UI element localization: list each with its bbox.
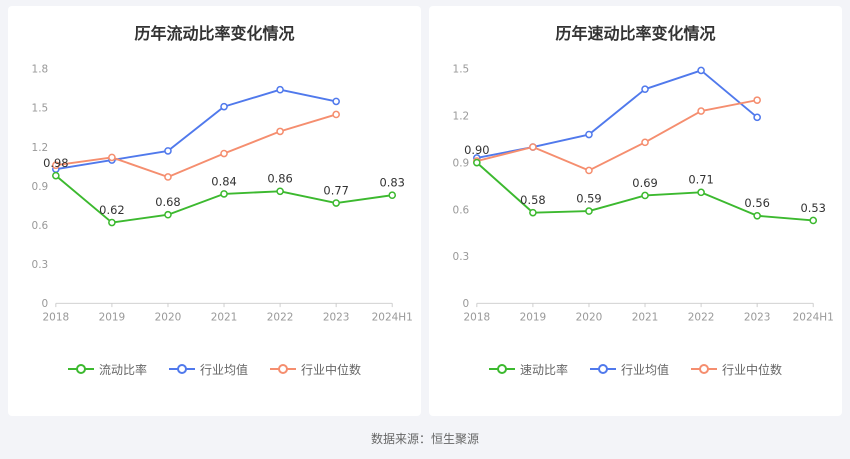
- svg-text:0.77: 0.77: [323, 183, 348, 197]
- svg-text:0.71: 0.71: [688, 173, 713, 187]
- legend-label: 行业中位数: [722, 362, 783, 377]
- chart-card-current-ratio: 历年流动比率变化情况 2018 2019 2020 2021 2022 2023 2024H…: [8, 6, 421, 416]
- charts-row: 历年流动比率变化情况 2018 2019 2020 2021 2022 2023 2024H…: [8, 6, 842, 416]
- svg-text:0.53: 0.53: [801, 201, 826, 215]
- svg-text:0.3: 0.3: [453, 251, 470, 263]
- svg-text:0.58: 0.58: [520, 193, 545, 207]
- legend-label: 行业均值: [199, 362, 248, 377]
- svg-text:0.98: 0.98: [43, 156, 68, 170]
- svg-text:0.62: 0.62: [99, 203, 124, 217]
- legend-item-industry-median[interactable]: 行业中位数: [270, 361, 361, 378]
- quick-ratio-line-chart: 2018 2019 2020 2021 2022 2023 2024H1 0 0.3 0.6 0.9…: [453, 64, 834, 324]
- svg-text:0.56: 0.56: [744, 196, 769, 210]
- legend-item-industry-median[interactable]: 行业中位数: [691, 361, 782, 378]
- svg-text:2018: 2018: [464, 311, 491, 323]
- svg-text:0.59: 0.59: [576, 192, 601, 206]
- legend-item-current-ratio[interactable]: 流动比率: [67, 361, 147, 378]
- svg-text:0: 0: [463, 298, 470, 310]
- legend-label: 行业中位数: [301, 362, 362, 377]
- legend-item-industry-mean[interactable]: 行业均值: [589, 361, 669, 378]
- svg-text:0.9: 0.9: [32, 181, 49, 193]
- line-dot-marker-icon: [67, 364, 94, 375]
- chart-title: 历年流动比率变化情况: [134, 24, 295, 43]
- source-note: 数据来源：恒生聚源: [370, 432, 479, 446]
- svg-text:1.8: 1.8: [32, 64, 49, 76]
- svg-text:2018: 2018: [43, 311, 70, 323]
- svg-text:2024H1: 2024H1: [372, 311, 413, 323]
- chart-title: 历年速动比率变化情况: [555, 24, 716, 43]
- svg-text:0.69: 0.69: [632, 176, 657, 190]
- svg-text:0.68: 0.68: [155, 195, 180, 209]
- svg-text:2023: 2023: [744, 311, 771, 323]
- svg-text:2022: 2022: [688, 311, 715, 323]
- svg-text:0.83: 0.83: [380, 176, 405, 190]
- svg-text:2023: 2023: [323, 311, 350, 323]
- svg-text:1.5: 1.5: [32, 103, 49, 115]
- svg-text:2024H1: 2024H1: [793, 311, 834, 323]
- svg-text:0: 0: [42, 298, 49, 310]
- line-dot-marker-icon: [488, 364, 515, 375]
- current-ratio-line-chart: 2018 2019 2020 2021 2022 2023 2024H1 0 0.3 0.6 0.9…: [32, 64, 413, 324]
- svg-text:0.90: 0.90: [464, 143, 489, 157]
- legend-label: 流动比率: [98, 362, 147, 377]
- svg-text:0.6: 0.6: [453, 204, 470, 216]
- svg-text:2022: 2022: [267, 311, 294, 323]
- line-dot-marker-icon: [270, 364, 296, 375]
- legend-label: 速动比率: [519, 362, 568, 377]
- line-dot-marker-icon: [589, 364, 616, 375]
- legend-item-quick-ratio[interactable]: 速动比率: [488, 361, 568, 378]
- chart-card-quick-ratio: 历年速动比率变化情况 2018 2019 2020 2021 2022 2023 2024H…: [429, 6, 842, 416]
- svg-text:0.9: 0.9: [453, 157, 470, 169]
- svg-text:0.6: 0.6: [32, 220, 49, 232]
- legend: 流动比率 行业均值 行业中位数: [12, 361, 417, 378]
- svg-text:2019: 2019: [99, 311, 126, 323]
- svg-text:1.5: 1.5: [453, 64, 470, 76]
- line-dot-marker-icon: [691, 364, 717, 375]
- legend-item-industry-mean[interactable]: 行业均值: [168, 361, 248, 378]
- page: 历年流动比率变化情况 2018 2019 2020 2021 2022 2023 2024H…: [8, 6, 842, 446]
- svg-text:2019: 2019: [520, 311, 547, 323]
- svg-text:1.2: 1.2: [32, 142, 49, 154]
- svg-text:0.84: 0.84: [211, 174, 236, 188]
- svg-text:0.3: 0.3: [32, 259, 49, 271]
- line-dot-marker-icon: [168, 364, 195, 375]
- legend-label: 行业均值: [620, 362, 669, 377]
- svg-text:2020: 2020: [155, 311, 182, 323]
- svg-text:0.86: 0.86: [267, 172, 292, 186]
- svg-text:1.2: 1.2: [453, 111, 470, 123]
- svg-text:2021: 2021: [632, 311, 659, 323]
- svg-text:2020: 2020: [576, 311, 603, 323]
- svg-text:2021: 2021: [211, 311, 238, 323]
- legend: 速动比率 行业均值 行业中位数: [433, 361, 838, 378]
